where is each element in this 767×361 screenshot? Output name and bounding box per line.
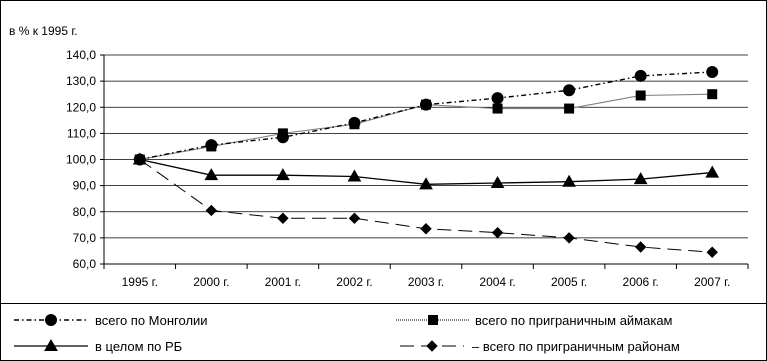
- x-tick-label: 2000 г.: [193, 275, 229, 289]
- y-tick-label: 60,0: [73, 257, 97, 271]
- marker-triangle: [419, 177, 433, 190]
- marker-square: [492, 103, 503, 114]
- marker-triangle: [204, 168, 219, 181]
- marker-circle: [634, 69, 647, 82]
- x-tick-label: 2003 г.: [408, 275, 444, 289]
- legend-label: – всего по приграничным районам: [472, 339, 680, 354]
- marker-circle: [491, 92, 504, 105]
- y-axis-label: в % к 1995 г.: [9, 24, 78, 38]
- marker-diamond: [426, 340, 438, 352]
- marker-circle: [706, 65, 719, 78]
- legend-label: в целом по РБ: [95, 339, 182, 354]
- marker-triangle: [347, 169, 362, 182]
- marker-diamond: [563, 232, 575, 244]
- series-1: [133, 65, 719, 166]
- marker-circle: [348, 116, 361, 129]
- marker-square: [635, 90, 646, 101]
- marker-circle: [420, 98, 432, 111]
- marker-circle: [276, 131, 289, 144]
- legend-item-2: всего по приграничным аймакам: [396, 313, 673, 328]
- marker-circle: [45, 314, 57, 326]
- legend-item-3: в целом по РБ: [14, 338, 182, 354]
- axis-layer: 60,0 70,0 80,0 90,0 100,0 110,0 120,0 130,0 140,…: [66, 48, 749, 289]
- marker-diamond: [205, 204, 218, 217]
- y-tick-label: 90,0: [73, 179, 97, 193]
- marker-diamond: [420, 223, 432, 235]
- y-tick-label: 110,0: [67, 126, 96, 140]
- marker-square: [428, 315, 438, 325]
- marker-diamond: [634, 241, 647, 253]
- y-tick-label: 120,0: [66, 100, 96, 114]
- marker-triangle: [705, 165, 720, 178]
- marker-triangle: [633, 172, 648, 185]
- marker-triangle: [562, 174, 576, 187]
- y-tick-label: 80,0: [73, 205, 97, 219]
- x-tick-label: 2006 г.: [623, 275, 659, 289]
- legend-label: всего по приграничным аймакам: [475, 313, 673, 328]
- marker-circle: [133, 153, 146, 166]
- y-tick-label: 100,0: [66, 153, 96, 167]
- marker-diamond: [348, 212, 361, 224]
- legend-label: всего по Монголии: [95, 313, 208, 328]
- marker-diamond: [491, 226, 504, 239]
- legend-item-4: – всего по приграничным районам: [400, 339, 680, 354]
- legend: всего по Монголии всего по приграничным а…: [14, 313, 680, 354]
- y-tick-label: 70,0: [73, 231, 97, 245]
- marker-triangle: [44, 338, 58, 351]
- marker-circle: [563, 84, 576, 97]
- x-tick-label: 2001 г.: [265, 275, 301, 289]
- x-tick-label: 2002 г.: [336, 275, 372, 289]
- marker-triangle: [490, 176, 505, 189]
- series-4: [134, 153, 718, 258]
- marker-diamond: [706, 246, 718, 258]
- marker-circle: [205, 139, 218, 152]
- marker-square: [564, 103, 575, 114]
- legend-item-1: всего по Монголии: [14, 313, 208, 328]
- x-tick-label: 2005 г.: [551, 275, 587, 289]
- marker-diamond: [277, 212, 289, 224]
- x-tick-label: 1995 г.: [122, 275, 158, 289]
- series-layer: [132, 65, 720, 258]
- x-tick-label: 2007 г.: [694, 275, 730, 289]
- y-tick-label: 140,0: [66, 48, 96, 62]
- x-tick-label: 2004 г.: [479, 275, 515, 289]
- y-tick-label: 130,0: [66, 74, 96, 88]
- marker-square: [707, 89, 718, 100]
- marker-triangle: [276, 168, 290, 181]
